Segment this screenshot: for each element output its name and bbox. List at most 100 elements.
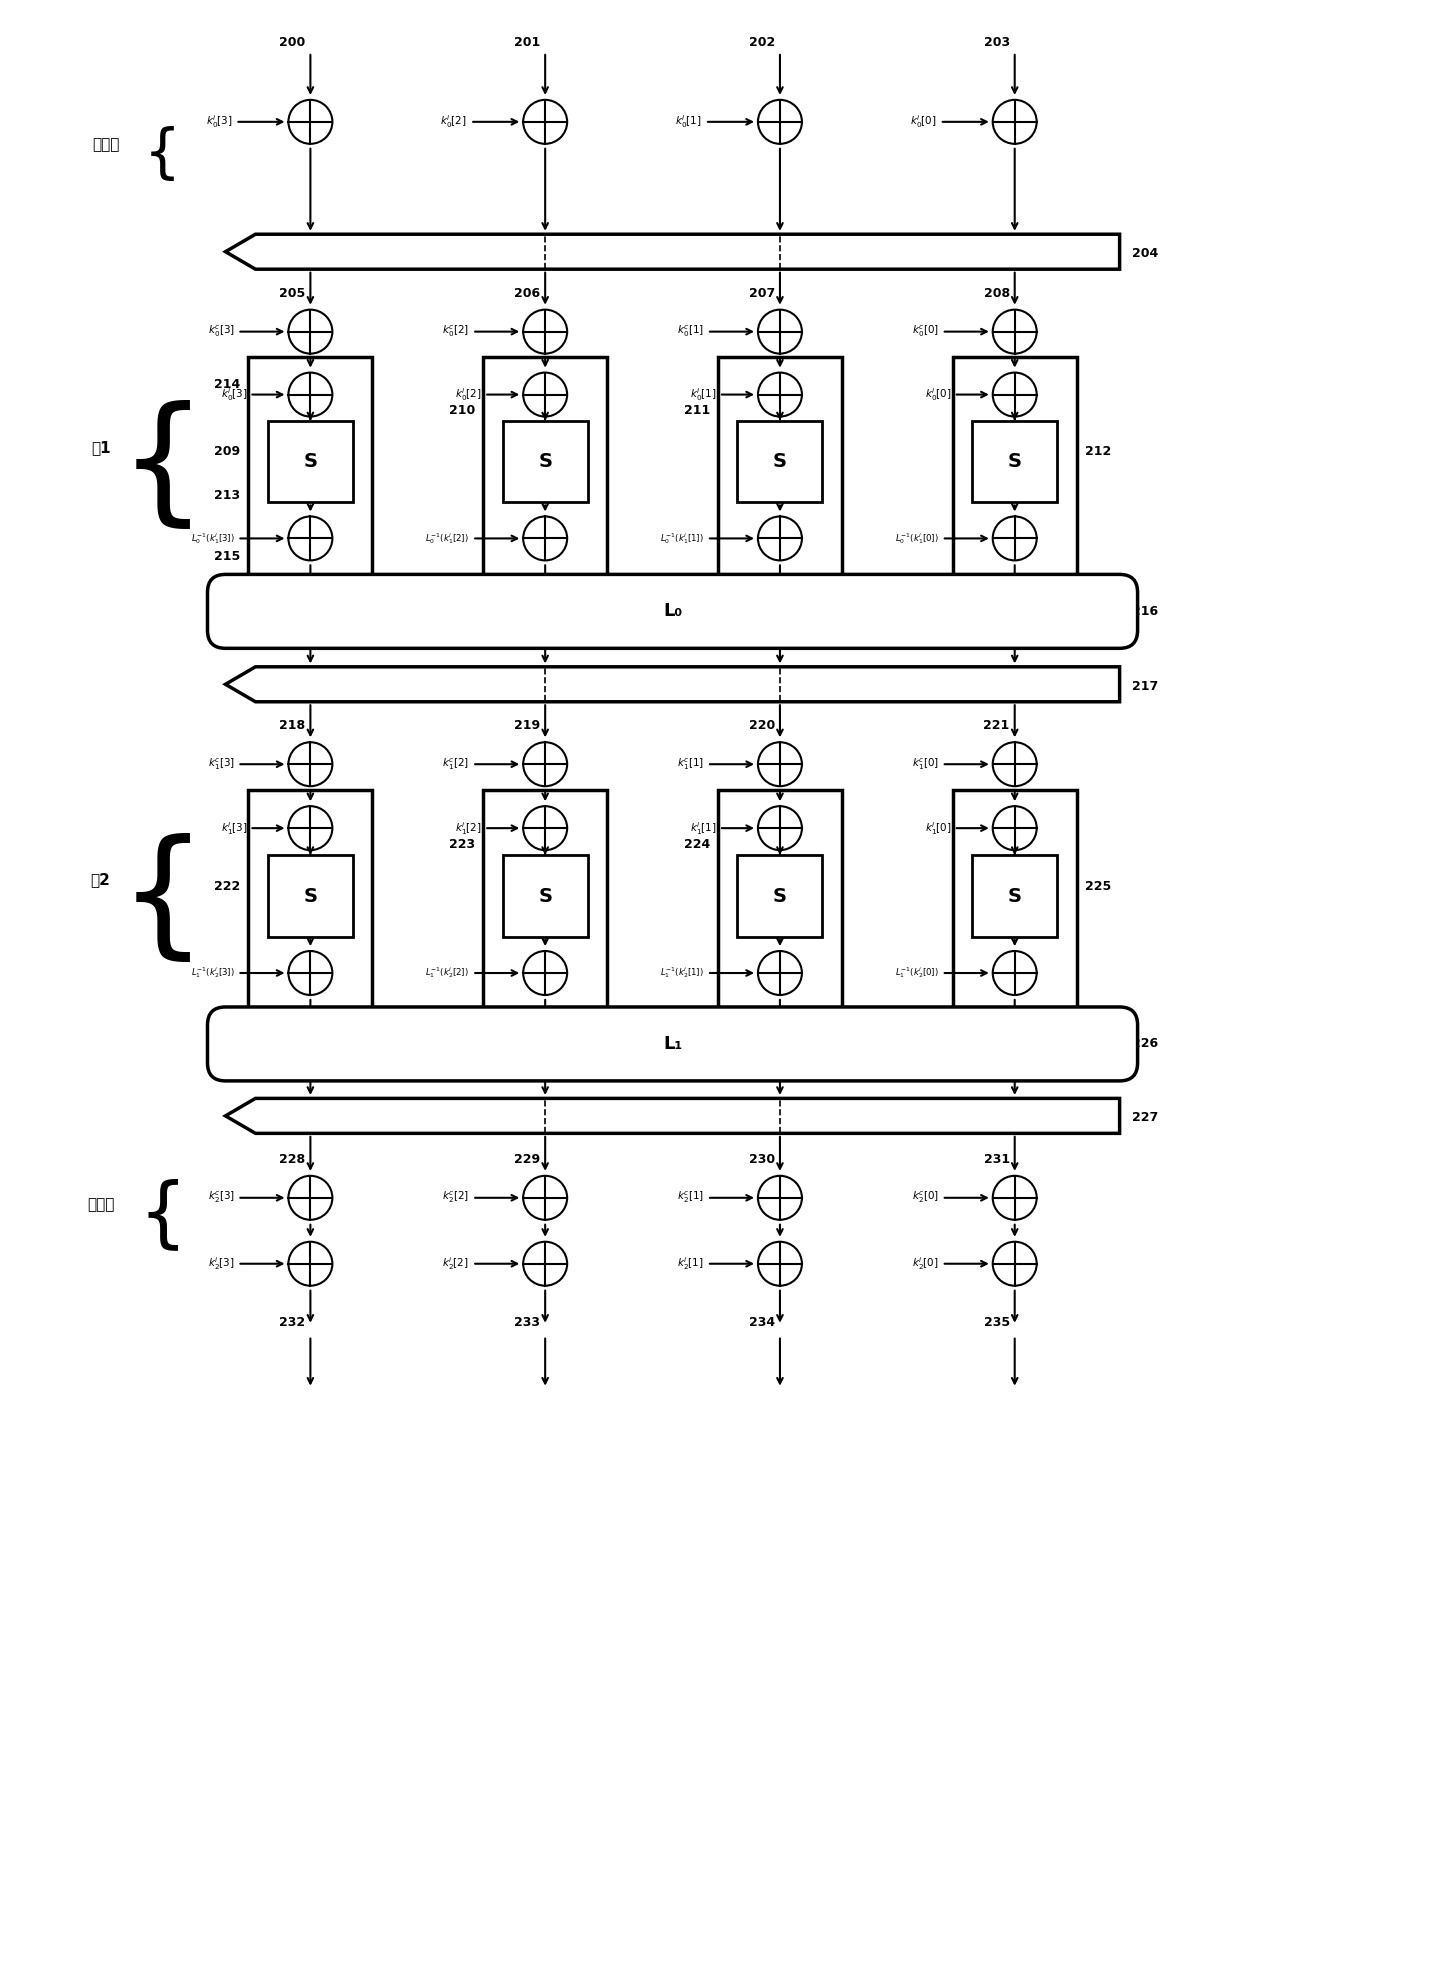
Text: $L_0^{-1}(k_1^i[2])$: $L_0^{-1}(k_1^i[2])$ <box>425 531 470 547</box>
Text: 229: 229 <box>514 1152 540 1166</box>
Text: S: S <box>303 452 318 472</box>
Text: $L_1^{-1}(k_2^i[0])$: $L_1^{-1}(k_2^i[0])$ <box>895 965 938 981</box>
Text: 轮2: 轮2 <box>91 873 111 887</box>
Bar <box>267 421 354 503</box>
Text: $k_0^i[1]$: $k_0^i[1]$ <box>690 385 717 403</box>
Text: 226: 226 <box>1131 1038 1158 1050</box>
Text: $k_0^c[3]$: $k_0^c[3]$ <box>207 324 234 340</box>
Text: S: S <box>539 887 552 906</box>
Text: $k_2^i[2]$: $k_2^i[2]$ <box>443 1256 470 1272</box>
Text: $k_0^c[2]$: $k_0^c[2]$ <box>443 324 470 340</box>
Text: S: S <box>1007 887 1022 906</box>
Bar <box>483 790 606 1011</box>
Text: $k_2^c[1]$: $k_2^c[1]$ <box>677 1189 704 1205</box>
Text: $k_1^i[2]$: $k_1^i[2]$ <box>456 820 483 838</box>
Text: $k_1^c[3]$: $k_1^c[3]$ <box>207 757 234 773</box>
Text: 232: 232 <box>279 1315 306 1329</box>
Text: 227: 227 <box>1131 1111 1158 1125</box>
Bar <box>249 356 372 576</box>
Bar <box>267 855 354 938</box>
Text: 200: 200 <box>279 35 306 49</box>
Text: 230: 230 <box>749 1152 775 1166</box>
Text: S: S <box>303 887 318 906</box>
Text: 214: 214 <box>214 377 240 391</box>
Text: L₀: L₀ <box>662 602 683 621</box>
Text: 201: 201 <box>514 35 540 49</box>
Text: $k_0^c[0]$: $k_0^c[0]$ <box>912 324 938 340</box>
Bar <box>737 421 822 503</box>
Text: 204: 204 <box>1131 248 1158 260</box>
Text: 223: 223 <box>450 838 476 851</box>
Bar <box>718 356 842 576</box>
Text: $k_0^i[3]$: $k_0^i[3]$ <box>221 385 247 403</box>
Text: 221: 221 <box>983 720 1010 731</box>
FancyBboxPatch shape <box>207 574 1138 649</box>
Text: 输出级: 输出级 <box>86 1197 115 1213</box>
Bar <box>953 790 1076 1011</box>
Text: $L_1^{-1}(k_2^i[1])$: $L_1^{-1}(k_2^i[1])$ <box>660 965 704 981</box>
Text: 234: 234 <box>749 1315 775 1329</box>
Text: 225: 225 <box>1085 879 1111 893</box>
Text: 228: 228 <box>279 1152 306 1166</box>
Text: {: { <box>144 126 181 183</box>
Text: $k_1^c[2]$: $k_1^c[2]$ <box>443 757 470 773</box>
Bar <box>737 855 822 938</box>
Text: $k_0^i[0]$: $k_0^i[0]$ <box>925 385 951 403</box>
Bar <box>973 855 1058 938</box>
Text: 203: 203 <box>983 35 1010 49</box>
Text: $k_2^i[0]$: $k_2^i[0]$ <box>912 1256 938 1272</box>
Text: S: S <box>539 452 552 472</box>
Text: $L_1^{-1}(k_2^i[2])$: $L_1^{-1}(k_2^i[2])$ <box>425 965 470 981</box>
Text: 222: 222 <box>214 879 240 893</box>
Text: $k_1^c[1]$: $k_1^c[1]$ <box>677 757 704 773</box>
Text: 235: 235 <box>983 1315 1010 1329</box>
Text: $L_1^{-1}(k_2^i[3])$: $L_1^{-1}(k_2^i[3])$ <box>191 965 234 981</box>
Text: $k_2^c[2]$: $k_2^c[2]$ <box>443 1189 470 1205</box>
Text: 输入级: 输入级 <box>92 138 119 151</box>
Text: 205: 205 <box>279 287 306 299</box>
Text: L₁: L₁ <box>662 1034 683 1054</box>
Text: $k_2^c[3]$: $k_2^c[3]$ <box>207 1189 234 1205</box>
Text: S: S <box>773 887 787 906</box>
Text: 210: 210 <box>448 403 476 417</box>
Polygon shape <box>226 666 1119 702</box>
Text: $k_2^c[0]$: $k_2^c[0]$ <box>912 1189 938 1205</box>
Text: 224: 224 <box>684 838 710 851</box>
Text: S: S <box>1007 452 1022 472</box>
Text: $L_0^{-1}(k_1^i[1])$: $L_0^{-1}(k_1^i[1])$ <box>660 531 704 547</box>
Bar <box>973 421 1058 503</box>
Text: $L_0^{-1}(k_1^i[0])$: $L_0^{-1}(k_1^i[0])$ <box>895 531 938 547</box>
Text: $k_0^i[2]$: $k_0^i[2]$ <box>456 385 483 403</box>
Text: 215: 215 <box>214 550 240 564</box>
Bar <box>953 356 1076 576</box>
Text: 216: 216 <box>1131 606 1158 617</box>
Text: 206: 206 <box>514 287 540 299</box>
Polygon shape <box>226 234 1119 269</box>
Text: $k_1^i[1]$: $k_1^i[1]$ <box>690 820 717 838</box>
Text: {: { <box>118 832 207 967</box>
Text: 233: 233 <box>514 1315 540 1329</box>
Text: $k_2^i[3]$: $k_2^i[3]$ <box>208 1256 234 1272</box>
Text: 217: 217 <box>1131 680 1158 692</box>
Text: {: { <box>118 401 207 535</box>
Text: $k_0^i[3]$: $k_0^i[3]$ <box>205 114 233 130</box>
Text: 202: 202 <box>749 35 775 49</box>
Bar <box>503 421 588 503</box>
Text: $k_0^i[1]$: $k_0^i[1]$ <box>675 114 703 130</box>
Text: S: S <box>773 452 787 472</box>
FancyBboxPatch shape <box>207 1007 1138 1081</box>
Text: $k_2^i[1]$: $k_2^i[1]$ <box>677 1256 704 1272</box>
Bar <box>718 790 842 1011</box>
Text: $k_0^i[0]$: $k_0^i[0]$ <box>910 114 937 130</box>
Text: 219: 219 <box>514 720 540 731</box>
Text: 211: 211 <box>684 403 710 417</box>
Text: 218: 218 <box>279 720 306 731</box>
Text: 209: 209 <box>214 444 240 458</box>
Text: 220: 220 <box>749 720 775 731</box>
Polygon shape <box>226 1099 1119 1132</box>
Text: 212: 212 <box>1085 444 1111 458</box>
Text: 轮1: 轮1 <box>91 440 111 456</box>
Text: $k_1^i[0]$: $k_1^i[0]$ <box>925 820 951 838</box>
Text: $k_1^i[3]$: $k_1^i[3]$ <box>221 820 247 838</box>
Text: 231: 231 <box>983 1152 1010 1166</box>
